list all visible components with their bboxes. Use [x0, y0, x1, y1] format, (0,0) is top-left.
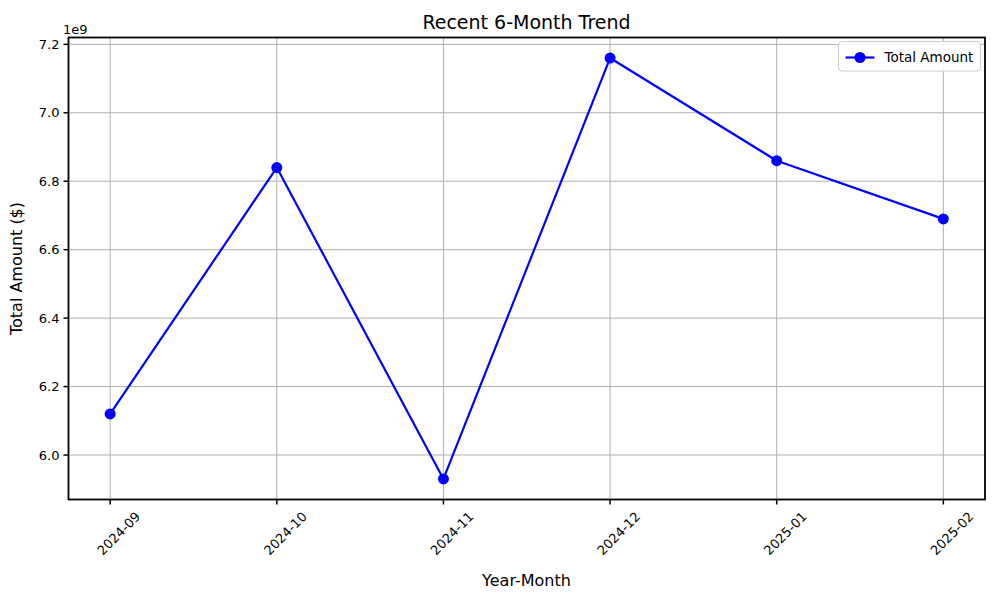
- data-point-marker: [605, 53, 616, 64]
- x-tick-label: 2024-09: [94, 509, 143, 558]
- axis-tick-marks: [64, 44, 944, 504]
- data-point-marker: [938, 213, 949, 224]
- y-tick-label: 6.0: [39, 448, 60, 463]
- x-tick-label: 2024-12: [594, 509, 643, 558]
- trend-line: [110, 58, 943, 479]
- x-tick-label: 2025-01: [761, 509, 810, 558]
- data-point-marker: [105, 408, 116, 419]
- y-tick-label: 6.6: [39, 242, 60, 257]
- figure: 2024-09 2024-10 2024-11 2024-12 2025-01 2025-…: [0, 0, 1000, 600]
- x-tick-label: 2024-11: [428, 509, 477, 558]
- y-tick-labels: 6.0 6.2 6.4 6.6 6.8 7.0 7.2: [39, 37, 60, 463]
- chart-title: Recent 6-Month Trend: [422, 11, 630, 33]
- y-tick-label: 6.2: [39, 379, 60, 394]
- y-tick-label: 7.2: [39, 37, 60, 52]
- legend-label: Total Amount: [884, 49, 974, 65]
- y-axis-label: Total Amount ($): [7, 202, 26, 336]
- x-tick-label: 2024-10: [261, 509, 310, 558]
- y-tick-label: 6.4: [39, 311, 60, 326]
- x-tick-labels: 2024-09 2024-10 2024-11 2024-12 2025-01 2025-…: [94, 509, 976, 558]
- trend-line-series: [105, 53, 949, 485]
- line-chart: 2024-09 2024-10 2024-11 2024-12 2025-01 2025-…: [0, 0, 1000, 600]
- y-tick-label: 6.8: [39, 174, 60, 189]
- y-axis-offset-text: 1e9: [63, 22, 88, 37]
- x-tick-label: 2025-02: [927, 509, 976, 558]
- x-axis-label: Year-Month: [481, 571, 571, 590]
- legend-marker-sample: [855, 52, 866, 63]
- data-point-marker: [271, 162, 282, 173]
- data-point-marker: [438, 473, 449, 484]
- y-tick-label: 7.0: [39, 105, 60, 120]
- legend: Total Amount: [839, 42, 981, 72]
- data-point-marker: [771, 155, 782, 166]
